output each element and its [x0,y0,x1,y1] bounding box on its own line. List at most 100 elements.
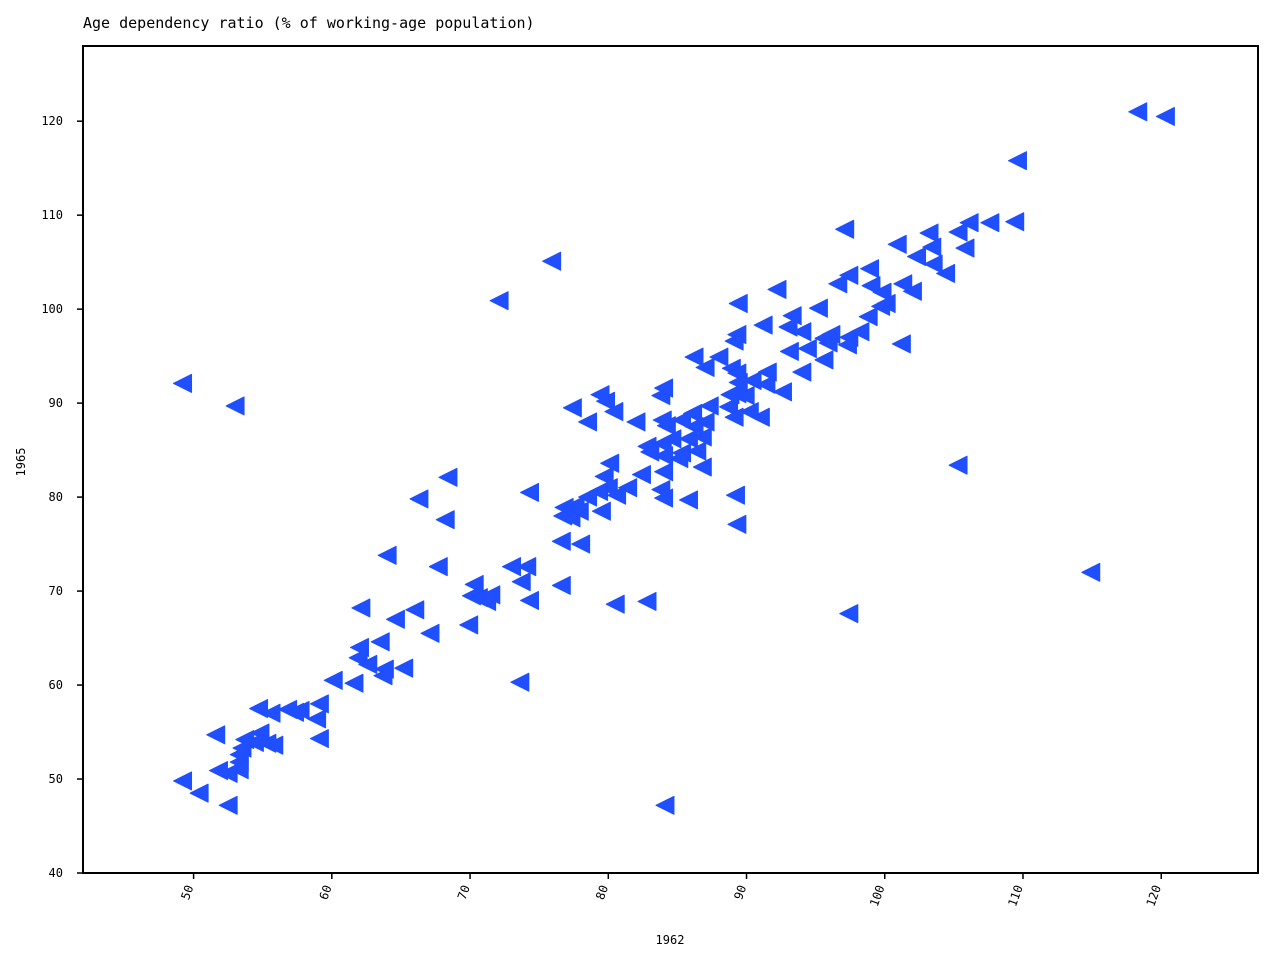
data-point [244,732,264,752]
data-point [922,237,942,257]
data-point [218,763,238,783]
data-point [742,371,762,391]
data-point [551,531,571,551]
data-point [173,373,193,393]
data-point [750,407,770,427]
data-point [1005,212,1025,232]
data-point [578,487,598,507]
data-point [695,357,715,377]
data-point [948,222,968,242]
data-point [589,481,609,501]
x-tick-label: 110 [1005,883,1026,908]
data-point [959,213,979,233]
plot-area [82,45,1259,874]
data-point [839,604,859,624]
data-point [578,412,598,432]
data-point [626,412,646,432]
y-tick-label: 110 [41,208,63,222]
data-point [797,339,817,359]
data-point [173,771,193,791]
data-point [678,429,698,449]
y-axis: 40 50 60 70 80 90 100 110 120 [41,114,83,880]
y-tick-label: 90 [49,396,63,410]
x-tick-label: 90 [731,883,749,901]
data-point [839,265,859,285]
data-point [307,709,327,729]
data-point [1128,102,1148,122]
data-point [684,347,704,367]
data-point [438,467,458,487]
data-point [607,485,627,505]
data-point [604,402,624,422]
data-point [409,489,429,509]
data-point [605,594,625,614]
data-point [654,446,674,466]
data-point [520,590,539,610]
data-point [481,585,501,605]
data-point [637,591,657,611]
y-tick-label: 50 [49,772,63,786]
data-point [206,725,226,745]
data-point [735,386,755,406]
data-point [709,347,729,367]
data-point [517,557,537,577]
x-tick-label: 120 [1143,883,1164,908]
data-point [678,490,698,510]
data-point [955,238,975,258]
data-point [887,234,907,254]
data-point [600,453,620,473]
data-point [871,296,891,316]
x-tick-label: 60 [317,883,335,901]
data-point [767,279,787,299]
data-point [756,374,776,394]
plot-frame [82,45,1259,874]
data-point [725,485,745,505]
data-point [542,251,562,271]
x-axis-label: 1962 [656,933,685,947]
data-point [728,293,748,313]
data-point [264,735,284,755]
data-point [936,263,956,283]
data-point [618,478,638,498]
data-point [907,247,927,267]
x-tick-label: 80 [593,883,611,901]
data-point [835,219,855,239]
data-point [208,761,228,781]
data-point [569,501,589,521]
data-point [225,396,245,416]
data-point [520,482,539,502]
data-point [351,598,371,618]
data-point [860,259,880,279]
data-point [1007,151,1027,171]
data-point [669,449,689,469]
data-point [370,632,390,652]
data-point [640,442,660,462]
data-point [720,385,740,405]
data-point [1081,562,1101,582]
data-point [850,322,870,342]
data-point [687,441,707,461]
data-point [719,397,739,417]
data-point [373,666,393,686]
data-point [753,315,773,335]
data-point [814,350,834,370]
data-point [420,623,440,643]
data-point [772,382,792,402]
data-point [923,254,943,274]
data-point [891,334,911,354]
data-point [323,670,343,690]
data-point [285,702,304,722]
chart-title: Age dependency ratio (% of working-age p… [83,14,535,32]
x-tick-label: 50 [178,883,196,901]
data-point [683,403,703,423]
data-point [594,466,614,486]
data-point [428,557,448,577]
data-point [672,410,692,430]
x-tick-label: 70 [455,883,473,901]
data-point [655,795,675,815]
data-point [229,760,249,780]
data-point [837,335,857,355]
x-tick-label: 100 [867,883,888,908]
data-point [591,501,611,521]
